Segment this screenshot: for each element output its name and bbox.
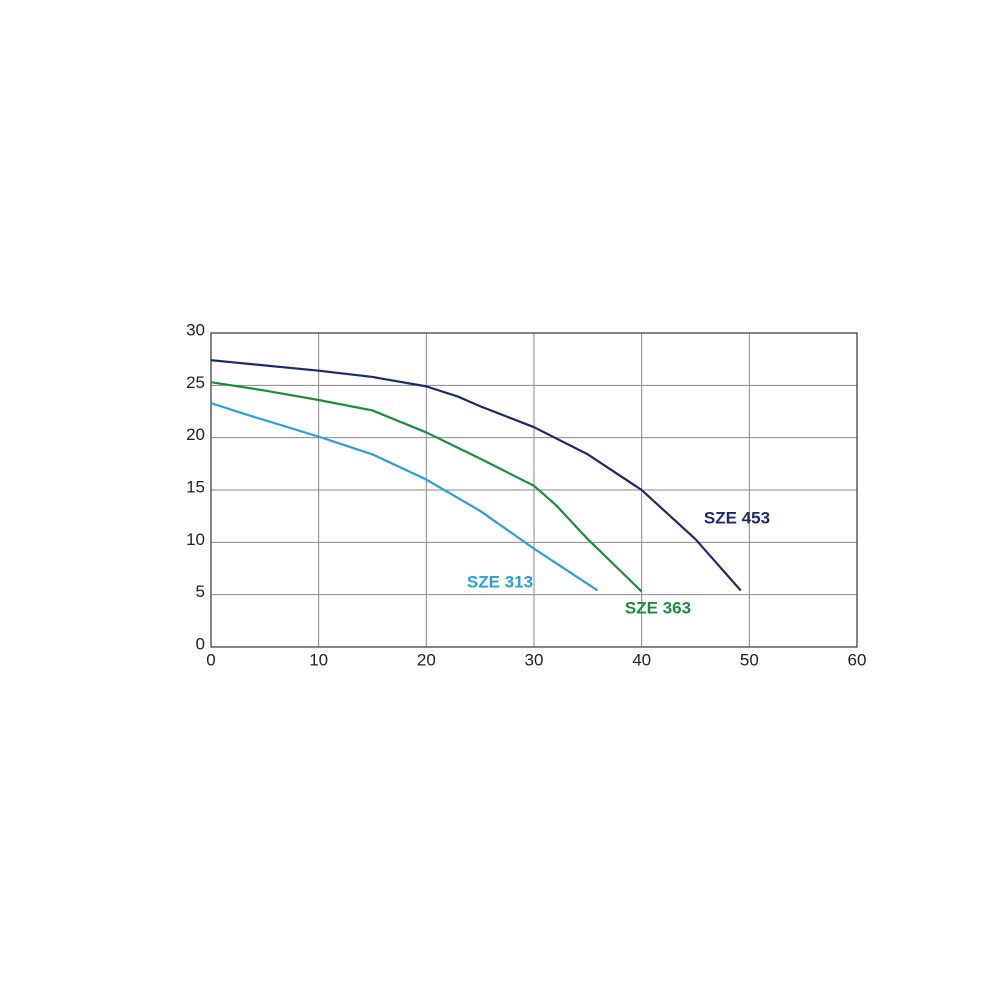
x-tick-label: 0 [206,650,215,669]
y-tick-label: 30 [186,320,205,339]
series-label: SZE 313 [467,572,533,591]
x-tick-label: 20 [417,650,436,669]
series-label: SZE 363 [625,598,691,617]
plot-frame [210,332,858,648]
y-tick-label: 5 [196,582,205,601]
x-tick-label: 50 [740,650,759,669]
line [210,381,643,593]
y-tick-label: 0 [196,634,205,653]
y-tick-label: 10 [186,530,205,549]
x-tick-label: 60 [848,650,867,669]
y-tick-label: 25 [186,373,205,392]
x-tick-label: 40 [632,650,651,669]
line [210,359,742,592]
x-tick-label: 30 [525,650,544,669]
line [210,402,599,592]
y-tick-label: 15 [186,477,205,496]
x-tick-label: 10 [309,650,328,669]
series-label: SZE 453 [704,508,770,527]
y-tick-label: 20 [186,425,205,444]
